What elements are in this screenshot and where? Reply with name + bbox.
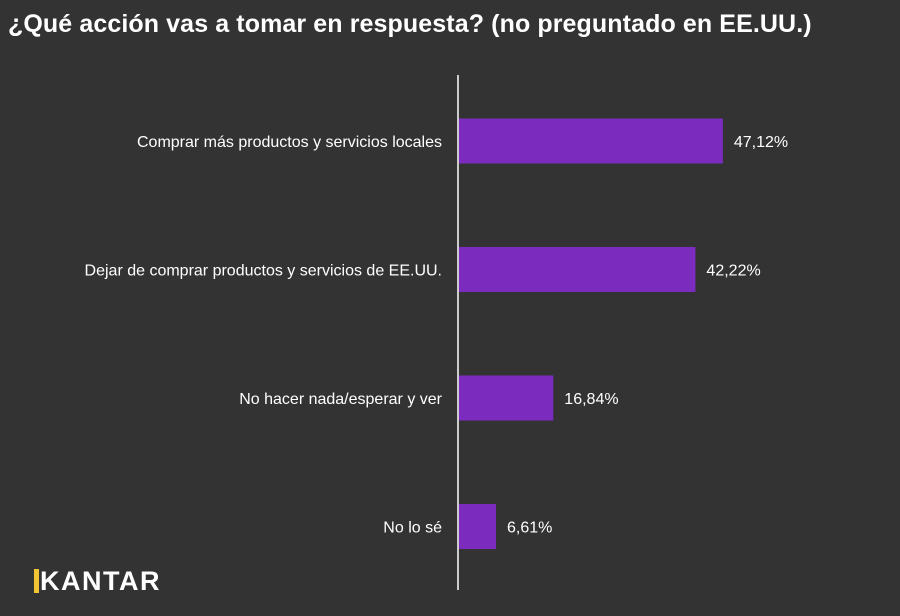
value-label-4: 6,61% bbox=[507, 520, 552, 537]
value-label-3: 16,84% bbox=[564, 391, 618, 408]
bars-group: Comprar más productos y servicios locale… bbox=[85, 118, 788, 549]
value-label-1: 47,12% bbox=[734, 134, 788, 151]
value-label-2: 42,22% bbox=[706, 263, 760, 280]
category-label-2: Dejar de comprar productos y servicios d… bbox=[85, 263, 442, 280]
chart-title: ¿Qué acción vas a tomar en respuesta? (n… bbox=[8, 10, 812, 38]
bar-4 bbox=[459, 504, 497, 549]
logo-text: KANTAR bbox=[40, 566, 161, 596]
category-label-4: No lo sé bbox=[383, 520, 442, 537]
category-label-1: Comprar más productos y servicios locale… bbox=[137, 134, 442, 151]
kantar-logo: KANTAR bbox=[34, 566, 161, 596]
bar-2 bbox=[459, 247, 696, 292]
bar-3 bbox=[459, 375, 554, 421]
logo-accent-bar bbox=[34, 569, 39, 593]
bar-1 bbox=[459, 118, 723, 164]
category-label-3: No hacer nada/esperar y ver bbox=[239, 391, 442, 408]
